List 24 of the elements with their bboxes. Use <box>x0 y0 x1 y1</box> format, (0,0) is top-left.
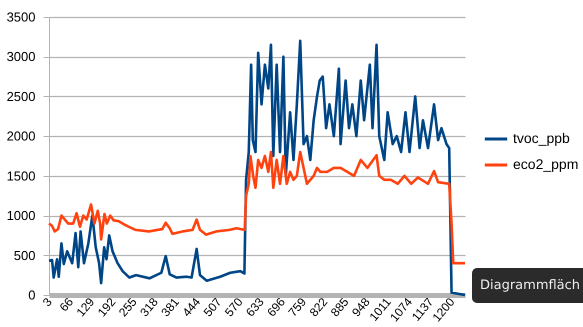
legend-label: eco2_ppm <box>513 156 578 172</box>
x-tick-label: 696 <box>264 294 288 320</box>
y-tick-label: 500 <box>14 248 36 263</box>
x-tick-label: 885 <box>328 294 352 320</box>
x-tick-label: 255 <box>116 294 140 320</box>
x-tick-label: 66 <box>56 294 76 314</box>
x-tick-label: 759 <box>286 294 310 320</box>
x-tick-label: 3 <box>40 294 56 310</box>
text: Diagrammfläch <box>472 268 583 303</box>
x-tick-label: 381 <box>158 294 182 320</box>
y-tick-label: 3000 <box>6 49 36 64</box>
y-tick-label: 2000 <box>6 128 36 144</box>
y-tick-label: 1000 <box>6 208 36 224</box>
x-tick-label: 822 <box>306 294 330 320</box>
x-tick-label: 318 <box>137 294 161 320</box>
x-tick-label: 633 <box>243 294 267 320</box>
x-tick-label: 129 <box>74 294 98 320</box>
y-tick-label: 3500 <box>6 10 36 24</box>
y-tick-label: 2500 <box>6 88 36 104</box>
x-tick-label: 444 <box>180 294 204 320</box>
x-tick-label: 192 <box>94 294 119 320</box>
y-tick-label: 1500 <box>6 168 36 184</box>
legend-label: tvoc_ppb <box>513 130 570 146</box>
y-tick-label: 0 <box>28 288 36 302</box>
